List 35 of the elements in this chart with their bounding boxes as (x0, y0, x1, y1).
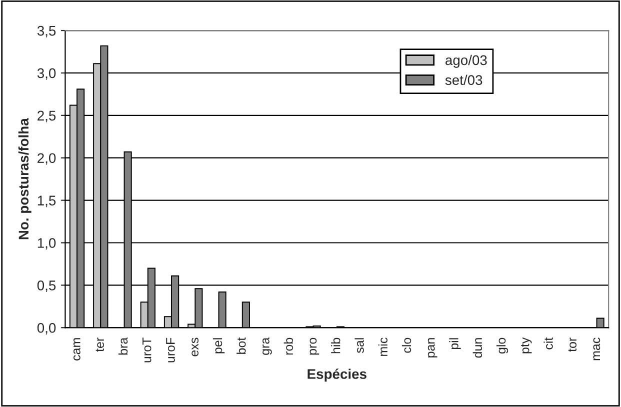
x-tick-label: exs (192, 338, 198, 356)
y-tick-label: 3,0 (37, 68, 56, 80)
x-tick-label: gra (262, 337, 272, 355)
y-tick-label: 1,5 (38, 196, 56, 208)
y-tick-label: 2,5 (38, 110, 56, 122)
x-axis-title: Espécies (308, 368, 366, 382)
x-tick-label: cit (544, 337, 553, 350)
x-tick-label: rob (284, 338, 293, 355)
x-tick-label: uroF (166, 338, 175, 362)
x-tick-label: dun (472, 338, 482, 358)
legend-label: ago/03 (446, 54, 487, 68)
x-tick-label: bot (236, 337, 246, 354)
y-tick-label: 0,0 (37, 322, 56, 334)
x-tick-label: pty (521, 337, 532, 354)
x-tick-label: mic (378, 338, 388, 356)
x-tick-label: bra (118, 337, 128, 355)
x-tick-label: sal (354, 338, 364, 353)
x-tick-label: cam (74, 338, 80, 360)
x-tick-label: ter (96, 338, 104, 352)
x-tick-label: pil (449, 338, 461, 350)
x-tick-label: clo (402, 338, 412, 353)
x-tick-label: pel (212, 338, 225, 354)
x-tick-label: hib (331, 338, 340, 354)
y-axis-title: No. posturas/folha (18, 118, 32, 240)
x-tick-label: pro (310, 338, 320, 355)
x-tick-label: glo (496, 338, 508, 354)
x-tick-label: pan (428, 338, 438, 358)
x-tick-label: uroT (142, 338, 152, 362)
y-tick-label: 3,5 (37, 26, 56, 38)
y-tick-label: 1,0 (38, 238, 56, 250)
y-tick-label: 2,0 (38, 153, 56, 165)
x-tick-label: tor (568, 338, 576, 352)
y-tick-label: 0,5 (37, 280, 56, 292)
legend-label: set/03 (445, 74, 482, 86)
x-tick-label: mac (593, 338, 600, 360)
